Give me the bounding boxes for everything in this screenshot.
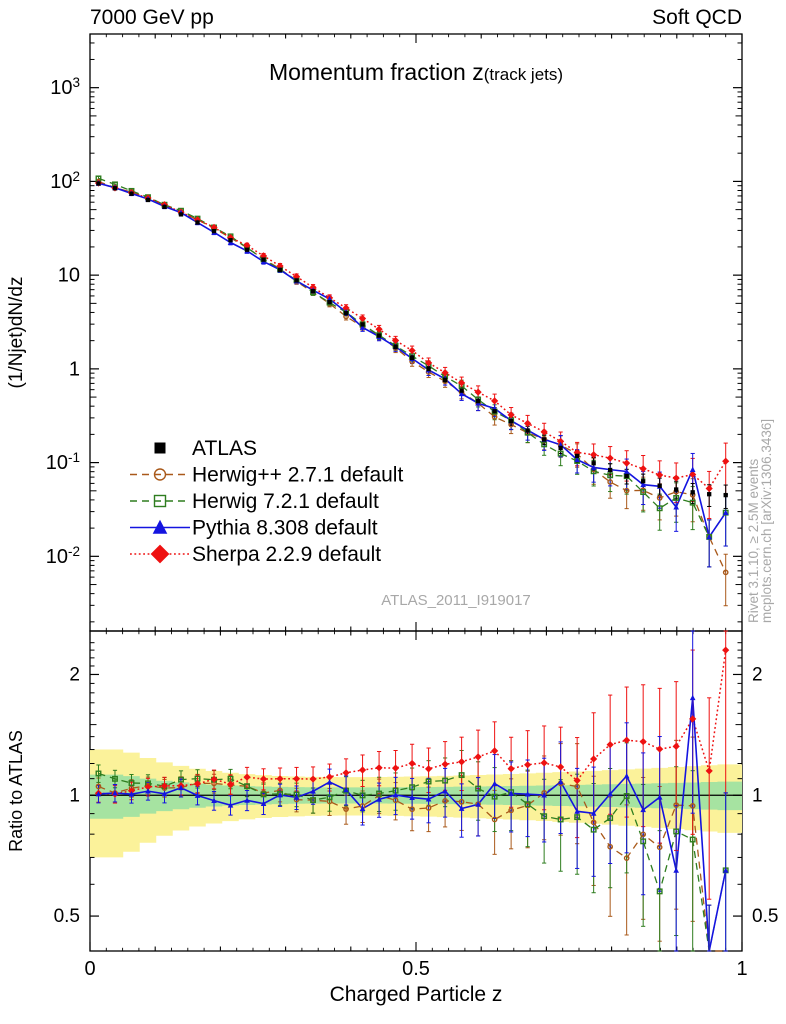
svg-text:1: 1 [736,958,747,980]
svg-text:Herwig++ 2.7.1 default: Herwig++ 2.7.1 default [192,464,403,487]
svg-text:(1/Njet)dN/dz: (1/Njet)dN/dz [6,277,27,389]
svg-text:Charged Particle z: Charged Particle z [330,983,503,1006]
svg-text:7000 GeV pp: 7000 GeV pp [90,6,214,29]
svg-text:1: 1 [69,358,80,380]
svg-text:Pythia 8.308 default: Pythia 8.308 default [192,517,378,540]
svg-text:0: 0 [84,958,95,980]
svg-text:Herwig 7.2.1 default: Herwig 7.2.1 default [192,490,379,513]
svg-text:ATLAS_2011_I919017: ATLAS_2011_I919017 [381,592,531,609]
svg-text:Sherpa 2.2.9 default: Sherpa 2.2.9 default [192,543,381,566]
svg-text:ATLAS: ATLAS [192,437,257,460]
svg-text:10: 10 [58,265,80,287]
svg-text:mcplots.cern.ch [arXiv:1306.34: mcplots.cern.ch [arXiv:1306.3436] [759,419,774,623]
svg-text:2: 2 [752,664,763,685]
svg-text:1: 1 [69,785,80,806]
svg-text:Soft QCD: Soft QCD [652,6,742,29]
svg-text:0.5: 0.5 [402,958,430,980]
svg-text:0.5: 0.5 [752,906,778,927]
svg-text:Ratio to ATLAS: Ratio to ATLAS [6,730,26,852]
svg-text:2: 2 [69,664,80,685]
svg-text:0.5: 0.5 [54,906,80,927]
svg-text:1: 1 [752,785,763,806]
